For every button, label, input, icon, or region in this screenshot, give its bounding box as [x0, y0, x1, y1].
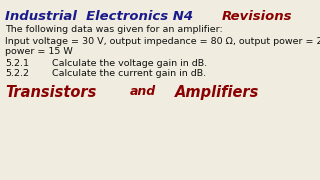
Text: Calculate the current gain in dB.: Calculate the current gain in dB.	[52, 69, 206, 78]
Text: 5.2.1: 5.2.1	[5, 59, 29, 68]
Text: Transistors: Transistors	[5, 85, 96, 100]
Text: 5.2.2: 5.2.2	[5, 69, 29, 78]
Text: Industrial  Electronics N4: Industrial Electronics N4	[5, 10, 202, 23]
Text: The following data was given for an amplifier:: The following data was given for an ampl…	[5, 25, 223, 34]
Text: Amplifiers: Amplifiers	[175, 85, 260, 100]
Text: and: and	[130, 85, 156, 98]
Text: Calculate the voltage gain in dB.: Calculate the voltage gain in dB.	[52, 59, 207, 68]
Text: Input voltage = 30 V, output impedance = 80 Ω, output power = 200 W, input: Input voltage = 30 V, output impedance =…	[5, 37, 320, 46]
Text: Revisions: Revisions	[222, 10, 292, 23]
Text: power = 15 W: power = 15 W	[5, 47, 73, 56]
